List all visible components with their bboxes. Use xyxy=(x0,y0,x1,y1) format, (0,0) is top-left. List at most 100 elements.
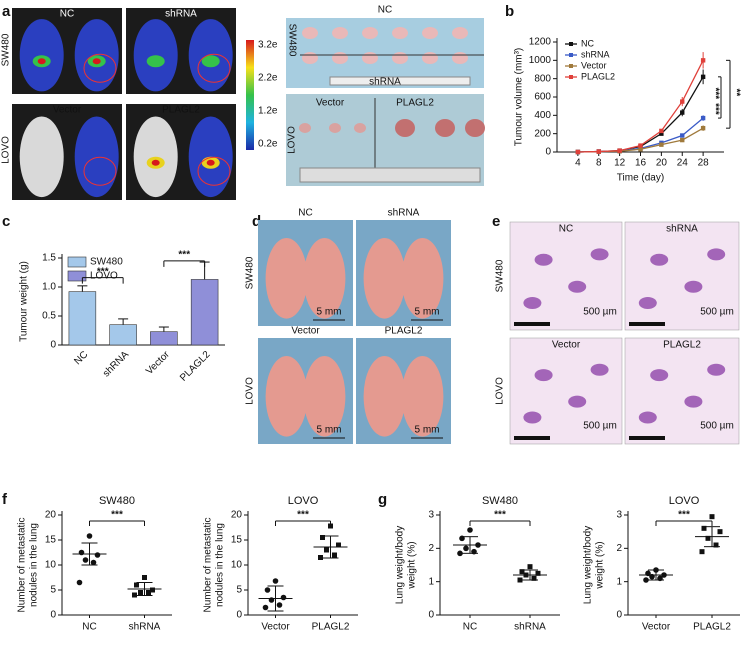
point xyxy=(264,587,271,593)
legend-label: LOVO xyxy=(90,271,118,282)
signal-core xyxy=(37,58,46,65)
x-tick-label: 28 xyxy=(698,158,710,169)
group-label: PLAGL2 xyxy=(385,326,423,337)
bar xyxy=(190,279,219,346)
tumour xyxy=(329,123,341,133)
region-circle xyxy=(83,156,117,186)
x-tick-label: Vector xyxy=(144,349,172,377)
lung-lobe xyxy=(265,238,308,319)
chart-title: SW480 xyxy=(482,495,518,507)
x-tick-label: 20 xyxy=(656,158,668,169)
signal xyxy=(146,55,165,68)
chart-title: SW480 xyxy=(99,495,135,507)
point xyxy=(575,149,581,155)
x-tick-label: shRNA xyxy=(129,622,161,633)
point xyxy=(272,578,279,584)
tumour xyxy=(299,123,311,133)
point xyxy=(262,604,269,611)
y-tick-label: 400 xyxy=(534,110,551,121)
y-tick-label: 5 xyxy=(236,585,242,596)
point xyxy=(638,147,643,152)
chart-title: LOVO xyxy=(669,495,700,507)
histology-photo xyxy=(624,337,740,445)
lung-lobe xyxy=(303,356,346,437)
significance: *** xyxy=(97,266,109,277)
y-tick-label: 0 xyxy=(50,340,56,351)
x-tick-label: PLAGL2 xyxy=(312,622,350,633)
group-label: shRNA xyxy=(165,9,197,20)
point xyxy=(638,143,643,148)
significance: *** xyxy=(678,510,690,521)
panel-letter: f xyxy=(2,491,8,508)
y-tick-label: 5 xyxy=(50,585,56,596)
x-axis-label: Time (day) xyxy=(617,173,664,184)
y-tick-label: 2 xyxy=(616,543,622,554)
group-label: shRNA xyxy=(666,224,698,235)
point xyxy=(535,570,541,576)
point xyxy=(700,58,706,63)
point xyxy=(517,577,523,583)
signal-core xyxy=(92,58,101,65)
significance: ** xyxy=(730,89,741,97)
ruler xyxy=(329,76,471,86)
y-tick-label: 3 xyxy=(428,510,434,521)
colorbar-label: 1.2e xyxy=(258,106,278,117)
y-axis-label: nodules in the lung xyxy=(215,523,226,607)
tissue xyxy=(523,411,542,424)
x-tick-label: PLAGL2 xyxy=(178,349,213,384)
bar xyxy=(109,324,137,346)
signal-core xyxy=(206,159,215,166)
x-tick-label: Vector xyxy=(642,622,671,633)
legend-label: SW480 xyxy=(90,257,123,268)
signal-core xyxy=(151,159,160,166)
colorbar-label: 3.2e xyxy=(258,40,278,51)
legend-marker xyxy=(569,53,573,57)
tissue xyxy=(590,363,609,376)
scale-bar-label: 5 mm xyxy=(317,307,342,318)
point xyxy=(82,557,89,563)
legend-marker xyxy=(569,42,573,46)
x-tick-label: Vector xyxy=(261,622,290,633)
group-label: NC xyxy=(559,224,573,235)
point xyxy=(700,74,706,80)
x-tick-label: 4 xyxy=(575,158,581,169)
tumour xyxy=(452,27,468,39)
scale-bar-label: 500 µm xyxy=(583,421,617,432)
y-tick-label: 200 xyxy=(534,128,551,139)
x-tick-label: 12 xyxy=(614,158,626,169)
mouse xyxy=(19,116,64,198)
panel-letter: g xyxy=(378,491,387,508)
point xyxy=(527,564,533,570)
legend-label: shRNA xyxy=(581,49,610,59)
y-tick-label: 1 xyxy=(428,576,434,587)
x-tick-label: 8 xyxy=(596,158,602,169)
lung-lobe xyxy=(363,356,406,437)
y-tick-label: 15 xyxy=(231,535,243,546)
point xyxy=(457,550,463,557)
tissue xyxy=(650,369,669,382)
scale-bar xyxy=(514,322,550,326)
tumour xyxy=(332,52,348,64)
tissue xyxy=(534,369,553,382)
point xyxy=(318,555,323,560)
group-label: NC xyxy=(298,208,312,219)
tissue xyxy=(568,395,587,408)
tissue xyxy=(638,297,657,309)
y-tick-label: 10 xyxy=(231,560,243,571)
group-label: PLAGL2 xyxy=(663,340,701,351)
y-axis-label: Tumour weight (g) xyxy=(19,261,30,342)
y-tick-label: 10 xyxy=(45,560,57,571)
tissue xyxy=(590,248,609,261)
point xyxy=(717,529,723,535)
point xyxy=(643,577,649,583)
point xyxy=(680,133,685,138)
tumour xyxy=(362,52,378,64)
lung-lobe xyxy=(401,238,444,319)
row-label: LOVO xyxy=(1,136,12,164)
tumour xyxy=(392,27,408,39)
histology-photo xyxy=(509,337,623,445)
scale-bar xyxy=(629,322,665,326)
y-tick-label: 1 xyxy=(616,576,622,587)
x-tick-label: PLAGL2 xyxy=(693,622,731,633)
tumour xyxy=(302,27,318,39)
